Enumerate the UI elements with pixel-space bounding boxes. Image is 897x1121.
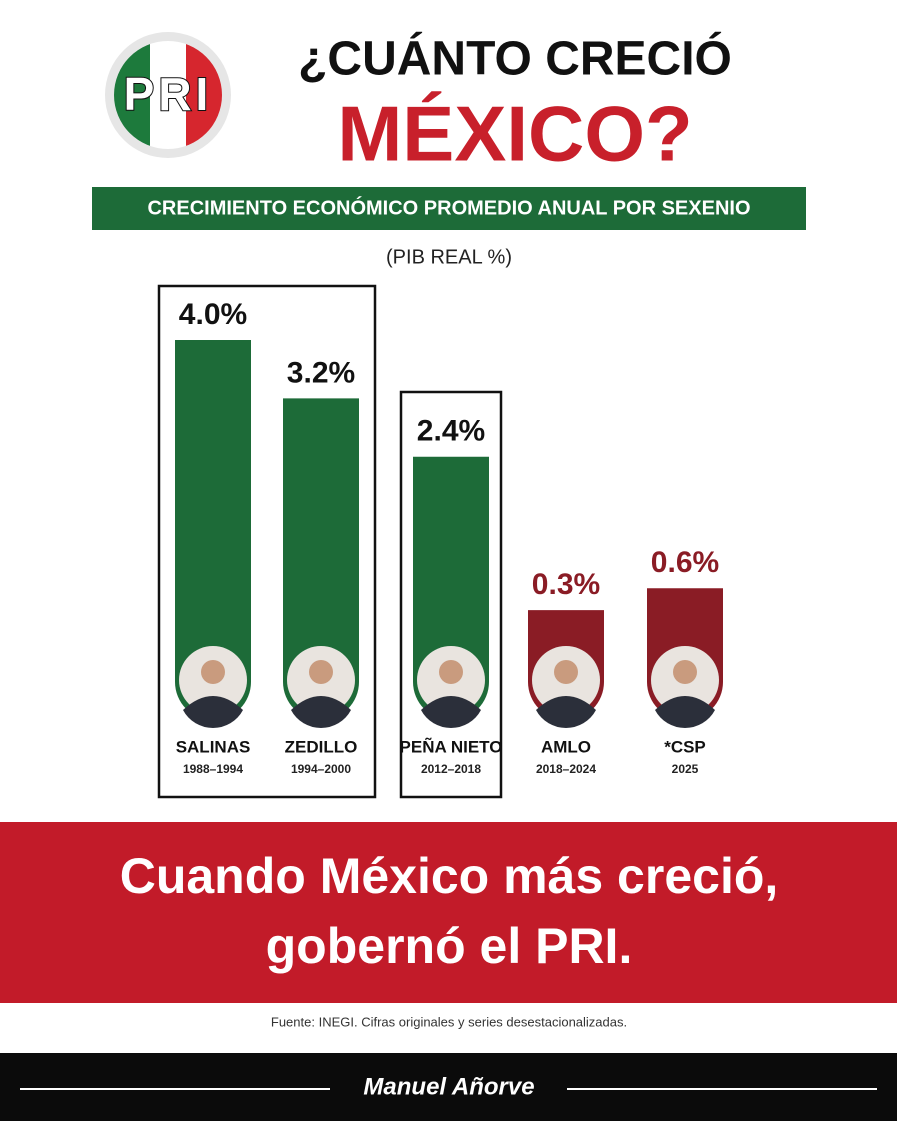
bar: [283, 398, 359, 720]
unit-label: (PIB REAL %): [386, 246, 512, 268]
portrait-body: [183, 696, 243, 728]
headline-band: [0, 822, 897, 1003]
signature: Manuel Añorve: [363, 1073, 534, 1100]
period-label: 2018–2024: [536, 762, 596, 776]
portrait-head: [673, 660, 697, 684]
portrait-head: [309, 660, 333, 684]
title-line-1: ¿CUÁNTO CRECIÓ: [298, 31, 732, 86]
title-line-2: MÉXICO?: [337, 90, 692, 178]
logo-white: [150, 41, 186, 149]
headline-line: Cuando México más creció,: [120, 848, 779, 904]
footer: [0, 1053, 897, 1121]
period-label: 1994–2000: [291, 762, 351, 776]
source: Fuente: INEGI. Cifras originales y serie…: [271, 1014, 627, 1029]
period-label: 2012–2018: [421, 762, 481, 776]
logo: PRI: [105, 32, 231, 158]
category-label: SALINAS: [176, 737, 251, 756]
portrait-body: [421, 696, 481, 728]
portrait-body: [536, 696, 596, 728]
subtitle: CRECIMIENTO ECONÓMICO PROMEDIO ANUAL POR…: [147, 195, 750, 219]
portrait-body: [291, 696, 351, 728]
portrait-head: [439, 660, 463, 684]
value-label: 2.4%: [417, 415, 485, 448]
period-label: 2025: [672, 762, 699, 776]
category-label: AMLO: [541, 737, 591, 756]
category-label: PEÑA NIETO: [400, 736, 503, 756]
category-label: ZEDILLO: [285, 737, 358, 756]
highlight-frame: [399, 390, 503, 799]
bar: [175, 340, 251, 720]
portrait-head: [201, 660, 225, 684]
value-label: 4.0%: [179, 298, 247, 331]
category-label: *CSP: [664, 737, 706, 756]
value-label: 0.6%: [651, 546, 719, 579]
bars: 4.0% SALINAS 1988–1994 3.2% ZEDILLO 1994–2000…: [175, 298, 723, 776]
period-label: 1988–1994: [183, 762, 243, 776]
value-label: 3.2%: [287, 356, 355, 389]
portrait-head: [554, 660, 578, 684]
portrait-body: [655, 696, 715, 728]
logo-text: PRI: [124, 68, 213, 120]
highlight-frame: [157, 284, 377, 799]
headline-line: gobernó el PRI.: [266, 918, 633, 974]
subtitle-banner: [92, 187, 806, 230]
value-label: 0.3%: [532, 568, 600, 601]
